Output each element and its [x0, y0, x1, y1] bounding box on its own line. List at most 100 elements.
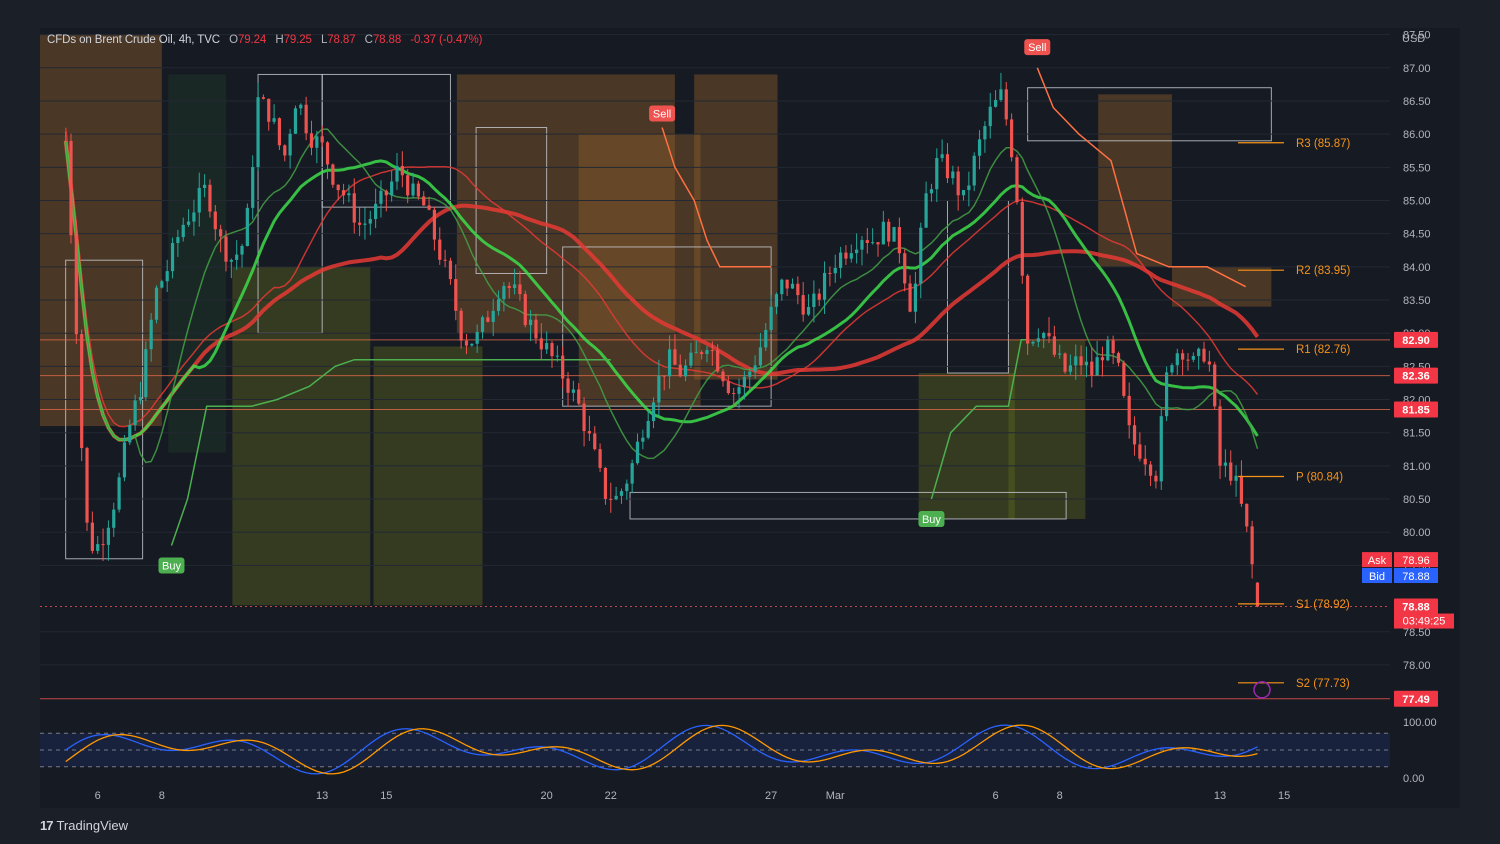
candle-body [101, 544, 105, 546]
candle-body [192, 212, 196, 222]
candle-body [320, 136, 324, 143]
signal-label-2: Buy [922, 514, 941, 526]
candle-body [1063, 353, 1067, 372]
candle-body [561, 355, 565, 379]
candle-body [844, 252, 848, 259]
candle-body [277, 118, 282, 146]
candle-body [822, 272, 827, 300]
ask-value-bg [1394, 552, 1438, 568]
zone-band-7 [918, 373, 1015, 519]
candle-body [165, 271, 169, 282]
candle-body [448, 260, 453, 280]
candle-body [363, 223, 367, 225]
zone-band-0 [40, 34, 162, 427]
time-tick-4: 20 [541, 790, 553, 802]
candle-body [454, 279, 458, 311]
candle-body [1074, 356, 1078, 366]
candle-body [219, 229, 223, 237]
moving-average-3 [64, 128, 1259, 464]
candle-body [630, 463, 634, 484]
candle-body [769, 306, 773, 330]
candle-body [352, 193, 356, 223]
price-tag-4: 77.49 [1402, 694, 1430, 706]
candle-body [1058, 353, 1062, 355]
candle-body [1197, 348, 1201, 357]
candle-body [427, 205, 431, 210]
candle-body [406, 175, 410, 196]
tradingview-logo-icon: 17 [40, 818, 54, 833]
candle-body [1090, 361, 1094, 376]
level-box-7 [1027, 87, 1272, 142]
candle-body [1015, 157, 1019, 203]
countdown-value: 03:49:25 [1403, 616, 1446, 628]
candle-body [411, 183, 415, 196]
candle-body [74, 235, 78, 335]
candle-body [812, 293, 816, 307]
candle-body [1250, 526, 1254, 565]
candle-body [1042, 332, 1046, 339]
candle-body [432, 209, 437, 240]
candle-body [625, 483, 629, 492]
candle-body [256, 97, 260, 168]
candle-body [646, 421, 650, 438]
candle-body [534, 319, 538, 339]
bid-badge [1362, 568, 1392, 584]
moving-average-2 [64, 140, 1259, 442]
candle-body [299, 104, 303, 109]
tradingview-brand[interactable]: 17 TradingView [40, 818, 128, 833]
candle-body [416, 183, 420, 197]
candle-body [871, 242, 875, 244]
candle-body [1186, 359, 1190, 361]
pivot-label-0: R3 (85.87) [1296, 138, 1351, 150]
candle-body [1116, 353, 1121, 363]
ask-value: 78.96 [1402, 555, 1430, 567]
candle-body [694, 352, 698, 354]
time-tick-6: 27 [765, 790, 777, 802]
candle-body [1068, 365, 1073, 372]
candle-body [550, 343, 554, 357]
price-tick-6: 84.50 [1403, 229, 1431, 241]
candle-body [170, 243, 175, 272]
candle-body [598, 449, 602, 468]
symbol-legend[interactable]: CFDs on Brent Crude Oil, 4h, TVC O79.24 … [47, 34, 488, 46]
candle-body [716, 350, 720, 372]
signal-label-3: Sell [1028, 42, 1046, 54]
candle-body [1239, 475, 1244, 504]
candle-body [336, 184, 340, 191]
candle-body [1079, 356, 1083, 366]
trailing-stop-sell [661, 127, 772, 268]
candle-body [1138, 444, 1142, 459]
candle-body [208, 184, 212, 212]
candle-body [1100, 357, 1105, 361]
candle-body [742, 376, 746, 388]
candle-body [972, 155, 976, 186]
brand-name: TradingView [56, 818, 129, 833]
candle-body [855, 249, 859, 254]
zone-band-9 [1098, 94, 1172, 267]
candle-body [945, 154, 950, 179]
candle-body [245, 207, 249, 247]
candle-body [176, 237, 180, 244]
candle-body [347, 193, 351, 196]
low-label: L [320, 34, 328, 46]
candle-body [374, 203, 378, 220]
candle-body [577, 389, 581, 404]
candle-body [1111, 340, 1115, 354]
candle-body [593, 433, 597, 450]
oscillator-d-line [65, 724, 1258, 775]
currency-label[interactable]: USD [1402, 33, 1426, 45]
candle-body [1143, 458, 1147, 465]
bid-value: 78.88 [1402, 571, 1430, 583]
candle-body [1213, 364, 1217, 407]
candle-body [1010, 119, 1014, 158]
candle-body [860, 240, 864, 250]
oscillator-tick-0: 100.00 [1403, 717, 1437, 729]
time-tick-5: 22 [605, 790, 617, 802]
candle-body [881, 221, 885, 245]
price-tick-18: 78.00 [1403, 660, 1431, 672]
price-tag-2: 81.85 [1402, 404, 1430, 416]
candle-body [555, 355, 559, 357]
zone-band-5 [578, 134, 701, 407]
